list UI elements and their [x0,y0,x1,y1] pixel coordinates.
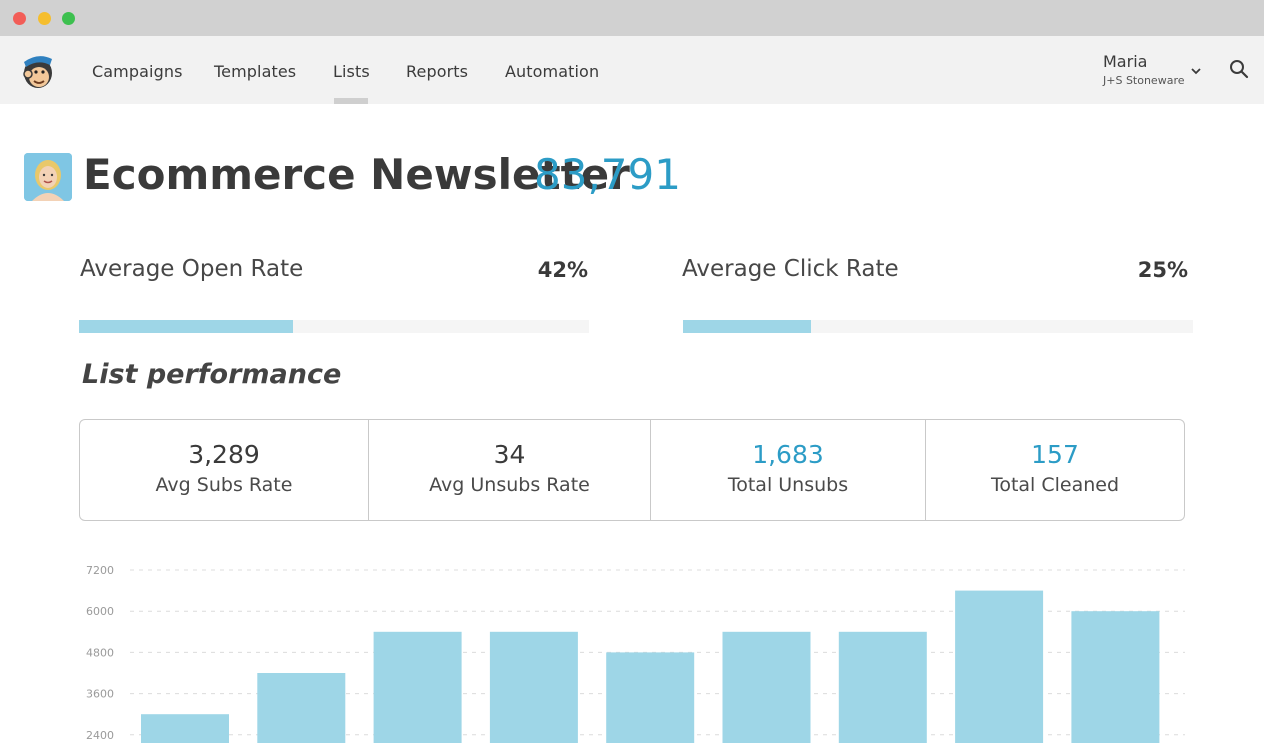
y-tick-label: 7200 [86,564,114,577]
stat-avg-subs: 3,289 Avg Subs Rate [80,420,368,520]
zoom-window-button[interactable] [62,12,75,25]
stat-label: Avg Subs Rate [155,474,293,496]
open-rate-label: Average Open Rate [80,256,304,282]
list-avatar [24,153,72,201]
nav-templates[interactable]: Templates [214,62,297,81]
chart-bar[interactable] [838,631,927,743]
y-tick-label: 3600 [86,688,114,701]
list-overview: Ecommerce Newsletter 83,791 Average Open… [0,104,1264,743]
stat-value: 3,289 [188,440,260,469]
page-title: Ecommerce Newsletter [83,150,630,199]
stat-divider [925,419,926,521]
stat-total-unsubs[interactable]: 1,683 Total Unsubs [651,420,925,520]
bar-chart: 7200 6000 4800 3600 2400 [86,564,1185,743]
stats-panel: 3,289 Avg Subs Rate 34 Avg Unsubs Rate 1… [79,419,1185,521]
open-rate-value: 42% [537,258,588,282]
subscriber-count: 83,791 [534,150,681,199]
nav-reports[interactable]: Reports [406,62,469,81]
search-icon[interactable] [1228,58,1250,80]
y-tick-label: 4800 [86,646,114,659]
stat-value[interactable]: 157 [1031,440,1079,469]
chart-bar[interactable] [257,673,346,743]
stat-value[interactable]: 1,683 [752,440,824,469]
list-growth-chart: 7200 6000 4800 3600 2400 [80,559,1190,743]
mailchimp-logo-icon[interactable] [20,50,56,90]
nav-lists[interactable]: Lists [333,62,370,81]
active-tab-indicator [334,98,368,104]
open-rate-bar-fill [79,320,294,333]
chart-bar[interactable] [955,590,1044,743]
open-rate-bar [79,320,589,333]
stat-label: Total Unsubs [727,474,849,496]
stat-total-cleaned[interactable]: 157 Total Cleaned [926,420,1184,520]
chart-bar[interactable] [722,631,811,743]
nav-campaigns[interactable]: Campaigns [92,62,183,81]
chart-bar[interactable] [1071,611,1160,743]
stat-label: Total Cleaned [990,474,1120,496]
stat-value: 34 [493,440,526,469]
click-rate-bar [683,320,1193,333]
stat-label: Avg Unsubs Rate [429,474,590,496]
y-tick-label: 6000 [86,605,114,618]
chart-bar[interactable] [141,714,229,743]
account-company-name[interactable]: J+S Stoneware [1103,74,1185,87]
window-titlebar [0,0,1264,36]
stat-avg-unsubs: 34 Avg Unsubs Rate [369,420,650,520]
account-user-name[interactable]: Maria [1103,52,1148,71]
chart-bar[interactable] [606,652,695,743]
y-tick-label: 2400 [86,729,114,742]
click-rate-value: 25% [1137,258,1188,282]
chart-bar[interactable] [373,631,462,743]
click-rate-label: Average Click Rate [682,256,899,282]
nav-automation[interactable]: Automation [505,62,600,81]
click-rate-bar-fill [683,320,811,333]
stat-divider [368,419,369,521]
minimize-window-button[interactable] [38,12,51,25]
chart-bar[interactable] [489,631,578,743]
close-window-button[interactable] [13,12,26,25]
top-navigation: Campaigns Templates Lists Reports Automa… [0,36,1264,104]
section-heading: List performance [82,359,342,390]
chevron-down-icon[interactable] [1188,63,1204,77]
stat-divider [650,419,651,521]
